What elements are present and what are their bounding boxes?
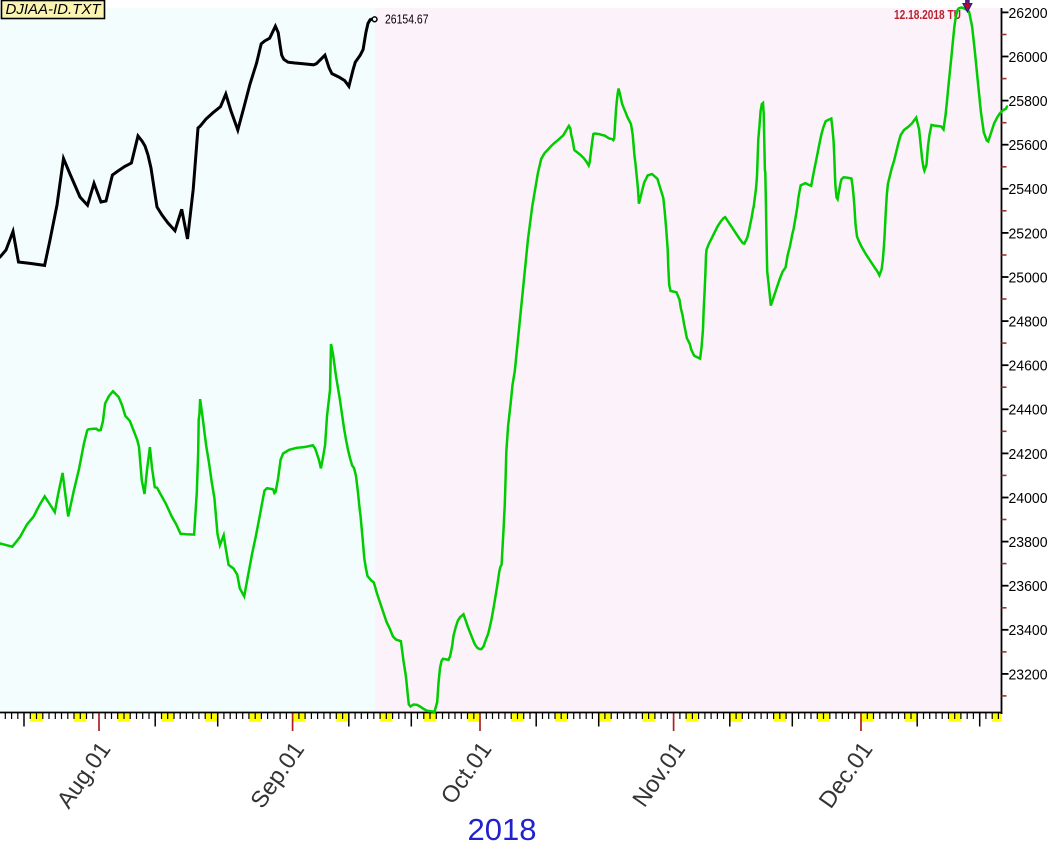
svg-text:2018: 2018	[468, 812, 537, 847]
svg-text:23400: 23400	[1009, 622, 1048, 639]
svg-text:26000: 26000	[1009, 49, 1048, 66]
svg-text:24800: 24800	[1009, 314, 1048, 331]
svg-text:24200: 24200	[1009, 446, 1048, 463]
svg-text:25400: 25400	[1009, 181, 1048, 198]
svg-text:12.18.2018 TU: 12.18.2018 TU	[894, 8, 961, 22]
svg-text:23800: 23800	[1009, 534, 1048, 551]
svg-text:23200: 23200	[1009, 666, 1048, 683]
svg-text:24000: 24000	[1009, 490, 1048, 507]
svg-text:24600: 24600	[1009, 358, 1048, 375]
svg-text:25800: 25800	[1009, 93, 1048, 110]
svg-text:24400: 24400	[1009, 402, 1048, 419]
svg-text:26200: 26200	[1009, 5, 1048, 22]
svg-text:25600: 25600	[1009, 137, 1048, 154]
svg-text:25200: 25200	[1009, 225, 1048, 242]
svg-text:23600: 23600	[1009, 578, 1048, 595]
svg-text:DJIAA-ID.TXT: DJIAA-ID.TXT	[6, 1, 103, 18]
svg-text:26154.67: 26154.67	[385, 13, 429, 27]
svg-text:25000: 25000	[1009, 269, 1048, 286]
